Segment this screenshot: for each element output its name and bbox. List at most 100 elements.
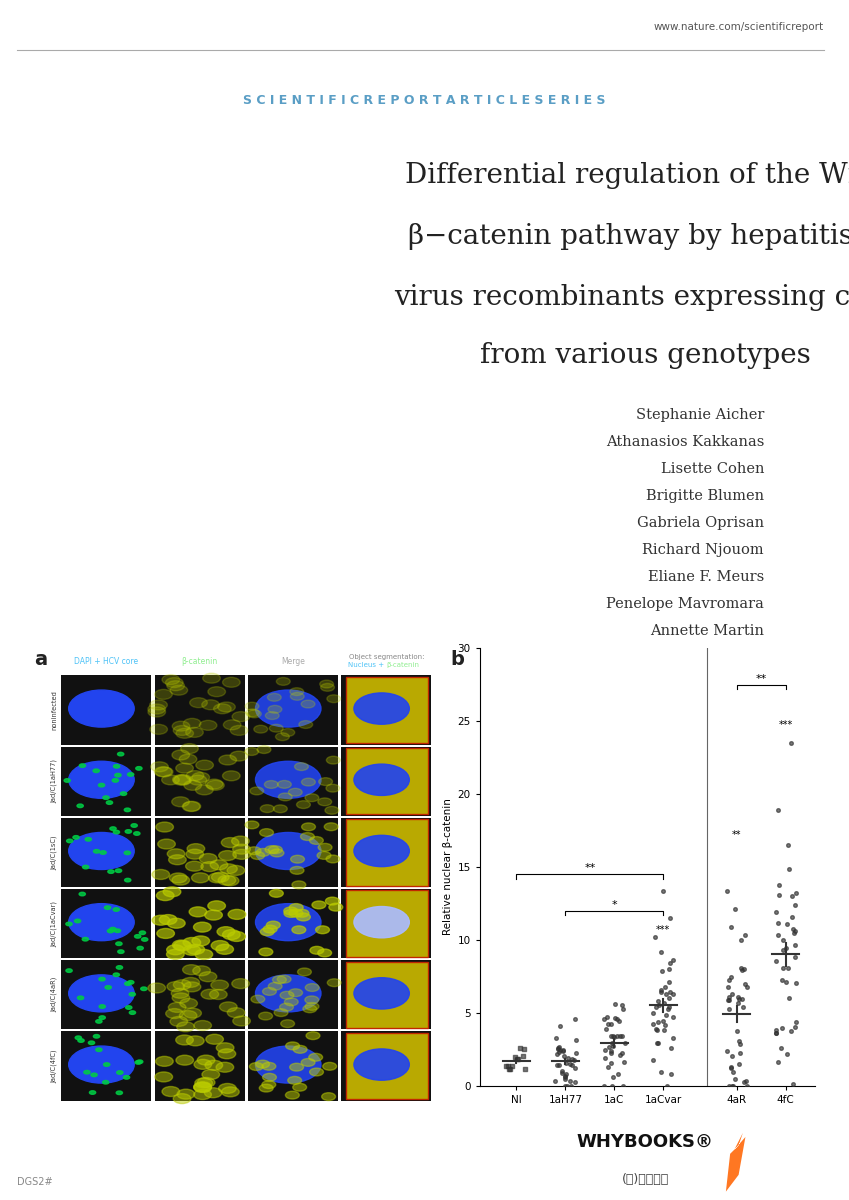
Circle shape <box>135 1061 142 1064</box>
Text: Merge: Merge <box>281 656 305 666</box>
Circle shape <box>141 986 147 990</box>
Bar <box>61 746 151 816</box>
Circle shape <box>174 775 192 785</box>
Point <box>548 1072 562 1091</box>
Circle shape <box>274 1009 288 1016</box>
Circle shape <box>205 1034 223 1044</box>
Circle shape <box>220 864 237 874</box>
Circle shape <box>110 928 116 931</box>
Point <box>660 1006 673 1025</box>
Circle shape <box>157 929 174 938</box>
Circle shape <box>112 779 119 782</box>
Circle shape <box>176 1034 194 1045</box>
Circle shape <box>162 1086 180 1097</box>
Point <box>790 883 803 902</box>
Circle shape <box>115 942 122 946</box>
Point <box>666 1007 679 1026</box>
Circle shape <box>218 875 236 886</box>
Circle shape <box>113 973 120 977</box>
Circle shape <box>281 1020 295 1027</box>
Circle shape <box>292 881 306 889</box>
Point <box>662 959 676 978</box>
Bar <box>155 746 245 816</box>
Point <box>601 1014 615 1033</box>
Text: virus recombinants expressing core: virus recombinants expressing core <box>394 283 849 311</box>
Point <box>728 900 742 919</box>
Point <box>555 1063 569 1082</box>
Text: Stephanie Aicher: Stephanie Aicher <box>636 408 764 422</box>
Point <box>655 983 668 1002</box>
Circle shape <box>205 779 223 790</box>
Circle shape <box>232 979 250 989</box>
Circle shape <box>259 1084 273 1092</box>
Circle shape <box>268 983 282 990</box>
Point <box>726 984 739 1003</box>
Point <box>724 1058 738 1078</box>
Point <box>737 1072 751 1091</box>
Point <box>567 1050 581 1069</box>
Circle shape <box>89 1091 96 1094</box>
Circle shape <box>256 761 321 798</box>
Circle shape <box>114 764 120 768</box>
Point <box>553 1037 566 1056</box>
Circle shape <box>250 1063 263 1070</box>
Point <box>618 1033 632 1052</box>
Circle shape <box>320 680 334 688</box>
Point <box>658 1021 672 1040</box>
Point <box>605 1076 619 1096</box>
Circle shape <box>325 806 339 815</box>
Circle shape <box>155 767 173 776</box>
Point <box>787 924 801 943</box>
Circle shape <box>216 1043 234 1052</box>
Circle shape <box>247 847 261 854</box>
Circle shape <box>100 851 106 854</box>
Circle shape <box>323 1062 336 1070</box>
Circle shape <box>202 1069 220 1080</box>
Circle shape <box>162 674 180 684</box>
Point <box>661 972 675 991</box>
Point <box>661 1000 675 1019</box>
Point <box>736 998 750 1018</box>
Point <box>499 1057 513 1076</box>
Point <box>775 971 789 990</box>
Point <box>646 1051 660 1070</box>
Point <box>785 907 799 926</box>
Point <box>559 1064 573 1084</box>
Circle shape <box>113 830 120 834</box>
Point <box>735 960 749 979</box>
Circle shape <box>222 677 240 688</box>
Circle shape <box>171 989 188 998</box>
Circle shape <box>183 937 200 948</box>
Circle shape <box>194 1060 211 1069</box>
Circle shape <box>293 1045 307 1054</box>
Text: b: b <box>450 650 464 670</box>
Circle shape <box>192 773 210 782</box>
Circle shape <box>245 821 259 829</box>
Circle shape <box>203 673 221 683</box>
Point <box>733 1034 746 1054</box>
Circle shape <box>161 775 179 785</box>
Circle shape <box>305 794 319 802</box>
Circle shape <box>195 1078 212 1088</box>
Circle shape <box>293 1084 306 1091</box>
Circle shape <box>250 852 265 859</box>
Text: DGS2#: DGS2# <box>17 1177 53 1188</box>
Circle shape <box>173 726 191 736</box>
Circle shape <box>124 808 131 811</box>
Circle shape <box>218 1084 236 1093</box>
Point <box>771 925 784 944</box>
Bar <box>341 960 431 1030</box>
Point <box>734 931 748 950</box>
Text: **: ** <box>584 863 595 874</box>
Point <box>663 982 677 1001</box>
Circle shape <box>196 760 213 770</box>
Point <box>651 1012 665 1031</box>
Text: Brigitte Blumen: Brigitte Blumen <box>646 490 764 503</box>
Point <box>662 988 676 1007</box>
Point <box>786 1074 800 1093</box>
Circle shape <box>211 860 228 870</box>
Circle shape <box>222 930 240 940</box>
Point <box>654 943 667 962</box>
Point <box>722 990 736 1009</box>
Circle shape <box>176 728 194 738</box>
